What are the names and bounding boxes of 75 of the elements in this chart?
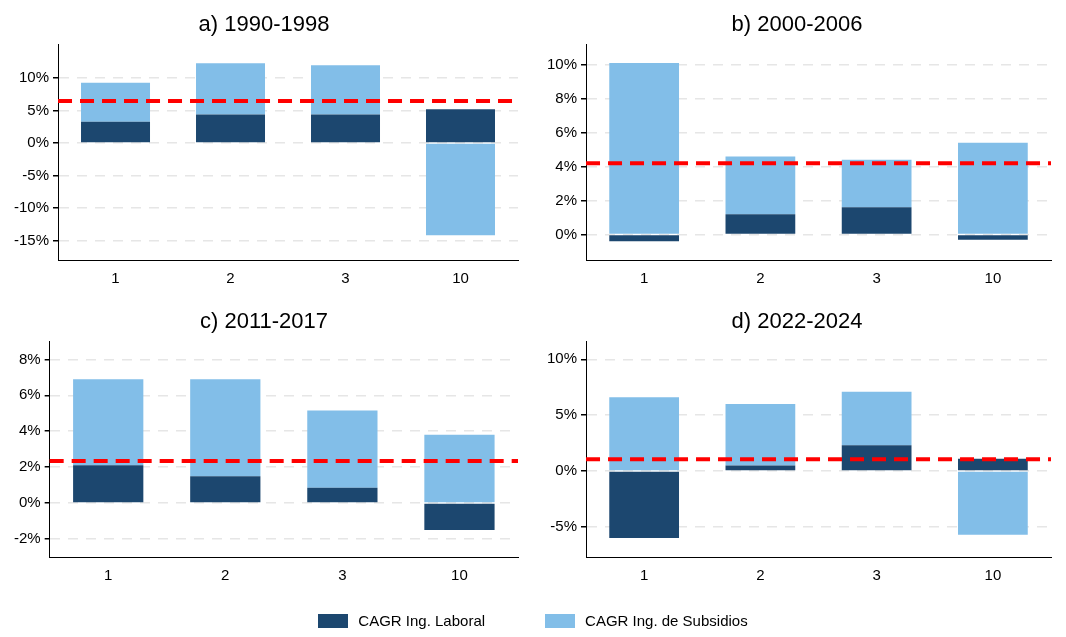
y-tick-label: 8% (18, 349, 41, 367)
x-tick-label: 2 (226, 269, 235, 287)
x-tick-label: 1 (639, 269, 649, 287)
bar (725, 214, 796, 234)
bar (81, 82, 151, 122)
bar (426, 143, 495, 236)
bar (190, 476, 261, 503)
y-tick-label: -5% (550, 516, 578, 534)
bar (609, 235, 680, 242)
y-tick-label: 10% (546, 54, 578, 72)
y-tick-label: 8% (555, 88, 578, 106)
x-tick-label: 3 (872, 566, 881, 584)
y-tick-label: -2% (13, 529, 41, 547)
x-tick-label: 10 (451, 566, 468, 584)
x-tick-label: 3 (341, 269, 350, 287)
legend-label: CAGR Ing. Laboral (358, 612, 486, 629)
y-tick-label: -10% (13, 198, 50, 216)
bar (307, 410, 378, 488)
x-tick-label: 10 (452, 269, 469, 287)
x-tick-label: 3 (338, 566, 347, 584)
y-tick-label: 6% (555, 122, 578, 140)
bar (609, 397, 680, 471)
bar (609, 471, 680, 539)
bar (311, 114, 381, 143)
x-tick-label: 10 (984, 566, 1002, 584)
bar (424, 503, 495, 531)
chart-title: c) 2011-2017 (199, 308, 329, 334)
bar (725, 465, 796, 471)
x-tick-label: 10 (984, 269, 1002, 287)
bar (958, 142, 1028, 234)
x-tick-label: 2 (756, 566, 765, 584)
bar (73, 379, 144, 466)
chart-title: b) 2000-2006 (731, 11, 863, 37)
chart-title: a) 1990-1998 (198, 11, 330, 37)
y-tick-label: 5% (555, 405, 578, 423)
y-tick-label: 0% (27, 133, 50, 151)
y-tick-label: -15% (13, 230, 50, 248)
x-tick-label: 1 (639, 566, 649, 584)
x-tick-label: 1 (104, 566, 113, 584)
legend-label: CAGR Ing. de Subsidios (585, 612, 748, 629)
bar (609, 63, 680, 234)
y-tick-label: 0% (18, 493, 41, 511)
y-tick-label: 2% (555, 190, 578, 208)
bar (424, 434, 495, 503)
x-tick-label: 2 (756, 269, 765, 287)
bar (841, 207, 912, 234)
bar (196, 114, 266, 143)
y-tick-label: 5% (27, 100, 50, 118)
y-tick-label: 0% (555, 461, 578, 479)
bar (426, 109, 495, 143)
bar (81, 121, 151, 143)
x-tick-label: 3 (872, 269, 881, 287)
x-tick-label: 2 (221, 566, 230, 584)
bar (311, 65, 381, 115)
bar (725, 156, 796, 215)
y-tick-label: 4% (18, 421, 41, 439)
chart-title: d) 2022-2024 (731, 308, 863, 334)
bar (958, 471, 1028, 535)
y-tick-label: 10% (546, 349, 578, 367)
x-tick-label: 1 (111, 269, 120, 287)
bar (190, 379, 261, 477)
y-tick-label: 4% (555, 156, 578, 174)
y-tick-label: 0% (555, 224, 578, 242)
bar (725, 403, 796, 466)
y-tick-label: -5% (22, 165, 50, 183)
y-tick-label: 6% (18, 385, 41, 403)
bar (841, 445, 912, 471)
y-tick-label: 10% (18, 68, 50, 86)
bar (73, 465, 144, 503)
bar (841, 159, 912, 208)
bar (196, 63, 266, 115)
bar (307, 487, 378, 503)
y-tick-label: 2% (18, 457, 41, 475)
bar (841, 391, 912, 446)
bar (958, 235, 1028, 240)
